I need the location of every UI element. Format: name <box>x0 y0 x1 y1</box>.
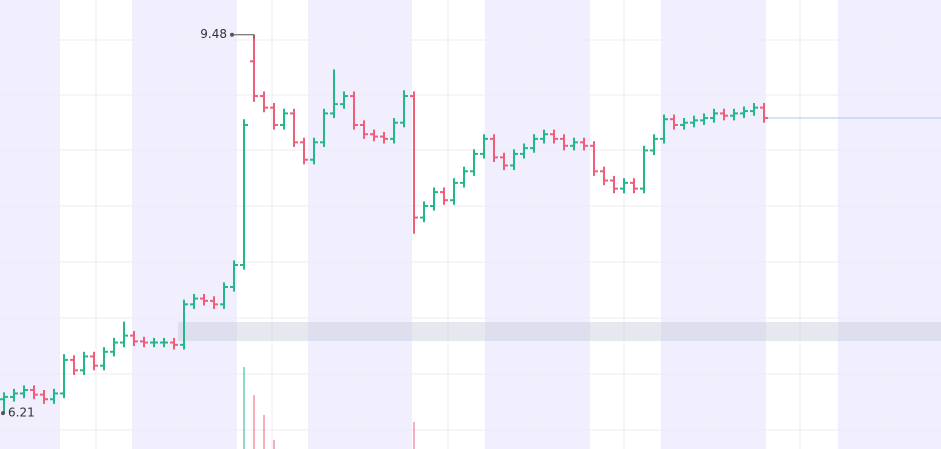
low-label: 6.21 <box>8 406 35 420</box>
low-dot <box>1 411 5 416</box>
range-band <box>178 322 941 341</box>
volume-bar <box>413 422 415 449</box>
volume-bar <box>243 367 245 449</box>
high-dot <box>230 32 234 37</box>
price-bars <box>0 34 768 449</box>
volume-bar <box>263 415 265 449</box>
high-label: 9.48 <box>200 27 227 41</box>
volume-bar <box>253 395 255 449</box>
high-connector <box>232 34 255 39</box>
volume-bar <box>273 440 275 449</box>
